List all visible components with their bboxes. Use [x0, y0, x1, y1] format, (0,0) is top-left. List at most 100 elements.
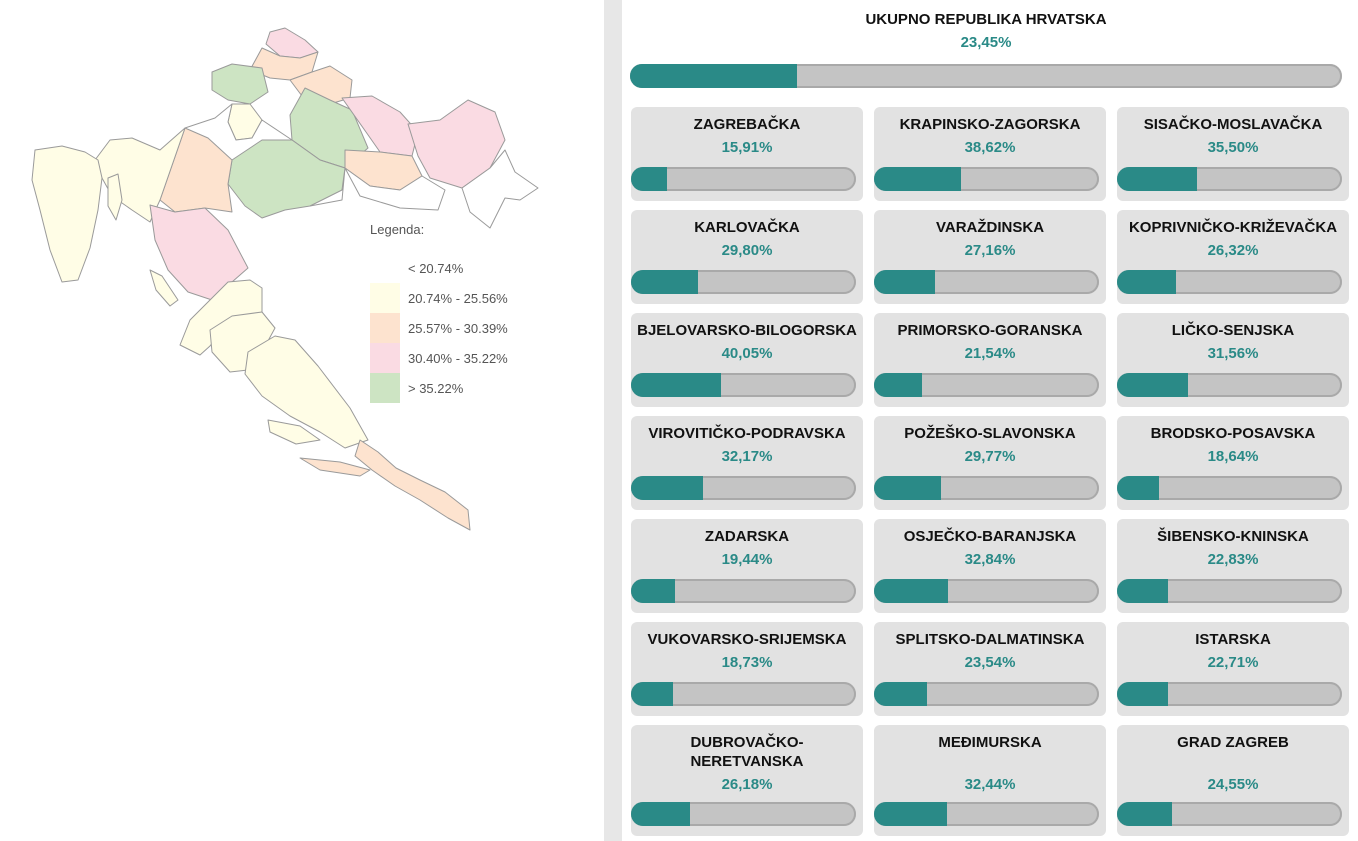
county-card: PRIMORSKO-GORANSKA 21,54%	[874, 313, 1106, 407]
legend-swatch	[370, 253, 400, 283]
county-card: SISAČKO-MOSLAVAČKA 35,50%	[1117, 107, 1349, 201]
county-progress-bar	[631, 373, 856, 397]
county-percent: 32,44%	[964, 776, 1016, 793]
county-progress-bar	[874, 579, 1099, 603]
county-percent: 40,05%	[721, 345, 773, 362]
county-text: MEĐIMURSKA 32,44%	[878, 733, 1102, 794]
county-text: ISTARSKA 22,71%	[1121, 630, 1345, 672]
croatia-county-map[interactable]	[0, 0, 604, 841]
county-card: OSJEČKO-BARANJSKA 32,84%	[874, 519, 1106, 613]
county-percent: 26,32%	[1207, 242, 1259, 259]
county-percent: 29,77%	[964, 448, 1016, 465]
map-panel: Legenda: < 20.74% 20.74% - 25.56% 25.57% -…	[0, 0, 604, 841]
county-name: KARLOVAČKA	[694, 219, 800, 236]
county-name: VIROVITIČKO-PODRAVSKA	[648, 425, 846, 442]
county-card: POŽEŠKO-SLAVONSKA 29,77%	[874, 416, 1106, 510]
county-progress-bar	[1117, 373, 1342, 397]
legend-item: > 35.22%	[370, 373, 508, 403]
county-name: GRAD ZAGREB	[1177, 734, 1289, 751]
county-percent: 38,62%	[964, 139, 1016, 156]
county-progress-fill	[631, 802, 690, 826]
county-card: ISTARSKA 22,71%	[1117, 622, 1349, 716]
region-krapinsko-zagorska	[211, 63, 269, 105]
county-text: KOPRIVNIČKO-KRIŽEVAČKA 26,32%	[1121, 218, 1345, 260]
county-progress-bar	[874, 167, 1099, 191]
county-name: BRODSKO-POSAVSKA	[1150, 425, 1316, 442]
total-percent: 23,45%	[960, 34, 1012, 51]
county-card: KARLOVAČKA 29,80%	[631, 210, 863, 304]
county-progress-fill	[1117, 579, 1169, 603]
county-progress-fill	[1117, 476, 1159, 500]
county-progress-bar	[1117, 270, 1342, 294]
county-card: ŠIBENSKO-KNINSKA 22,83%	[1117, 519, 1349, 613]
county-progress-bar	[1117, 579, 1342, 603]
legend-label: > 35.22%	[408, 380, 464, 396]
county-percent: 29,80%	[721, 242, 773, 259]
county-name: KRAPINSKO-ZAGORSKA	[899, 116, 1081, 133]
county-progress-fill	[1117, 167, 1197, 191]
county-progress-bar	[631, 682, 856, 706]
county-text: KARLOVAČKA 29,80%	[635, 218, 859, 260]
county-progress-fill	[874, 373, 923, 397]
county-name: POŽEŠKO-SLAVONSKA	[904, 425, 1076, 442]
county-text: BRODSKO-POSAVSKA 18,64%	[1121, 424, 1345, 466]
region-islands-zadar	[149, 269, 179, 307]
legend-label: 30.40% - 35.22%	[408, 350, 508, 366]
county-name: ZAGREBAČKA	[693, 116, 801, 133]
county-card: SPLITSKO-DALMATINSKA 23,54%	[874, 622, 1106, 716]
county-card: BRODSKO-POSAVSKA 18,64%	[1117, 416, 1349, 510]
county-progress-fill	[874, 476, 941, 500]
county-progress-fill	[631, 682, 674, 706]
county-percent: 35,50%	[1207, 139, 1259, 156]
county-text: PRIMORSKO-GORANSKA 21,54%	[878, 321, 1102, 363]
county-progress-fill	[1117, 682, 1169, 706]
county-percent: 32,17%	[721, 448, 773, 465]
region-dubrovacko-neretvanska	[354, 439, 471, 531]
county-percent: 31,56%	[1207, 345, 1259, 362]
county-text: VARAŽDINSKA 27,16%	[878, 218, 1102, 260]
county-progress-bar	[631, 476, 856, 500]
county-percent: 23,54%	[964, 654, 1016, 671]
region-islands-south	[299, 457, 371, 477]
legend-swatch	[370, 343, 400, 373]
county-card: GRAD ZAGREB 24,55%	[1117, 725, 1349, 836]
county-text: GRAD ZAGREB 24,55%	[1121, 733, 1345, 794]
county-card: VARAŽDINSKA 27,16%	[874, 210, 1106, 304]
county-name: VARAŽDINSKA	[935, 219, 1045, 236]
legend-title: Legenda:	[370, 222, 425, 237]
county-progress-fill	[631, 167, 667, 191]
county-progress-fill	[1117, 270, 1177, 294]
county-text: BJELOVARSKO-BILOGORSKA 40,05%	[635, 321, 859, 363]
legend-swatch	[370, 373, 400, 403]
county-card: DUBROVAČKO-NERETVANSKA 26,18%	[631, 725, 863, 836]
county-percent: 27,16%	[964, 242, 1016, 259]
county-name: OSJEČKO-BARANJSKA	[903, 528, 1077, 545]
county-progress-bar	[1117, 167, 1342, 191]
region-zadarska	[179, 279, 263, 356]
legend-item: 20.74% - 25.56%	[370, 283, 508, 313]
county-card: VUKOVARSKO-SRIJEMSKA 18,73%	[631, 622, 863, 716]
county-progress-fill	[631, 579, 675, 603]
county-progress-fill	[631, 373, 722, 397]
county-progress-bar	[1117, 476, 1342, 500]
county-text: DUBROVAČKO-NERETVANSKA 26,18%	[635, 733, 859, 794]
county-percent: 19,44%	[721, 551, 773, 568]
county-progress-fill	[874, 802, 947, 826]
county-progress-fill	[1117, 373, 1188, 397]
region-brodsko-posavska	[344, 167, 446, 211]
county-progress-fill	[874, 579, 948, 603]
county-text: KRAPINSKO-ZAGORSKA 38,62%	[878, 115, 1102, 157]
county-progress-fill	[874, 270, 936, 294]
county-percent: 15,91%	[721, 139, 773, 156]
region-istarska	[31, 145, 103, 283]
legend-item: 30.40% - 35.22%	[370, 343, 508, 373]
region-osjecko-baranjska	[407, 99, 506, 189]
county-name: VUKOVARSKO-SRIJEMSKA	[647, 631, 847, 648]
county-card: MEĐIMURSKA 32,44%	[874, 725, 1106, 836]
county-progress-fill	[874, 682, 927, 706]
county-name: DUBROVAČKO-NERETVANSKA	[690, 734, 804, 770]
county-progress-bar	[631, 802, 856, 826]
total-name: UKUPNO REPUBLIKA HRVATSKA	[865, 11, 1107, 28]
county-name: ZADARSKA	[704, 528, 790, 545]
county-progress-bar	[631, 579, 856, 603]
